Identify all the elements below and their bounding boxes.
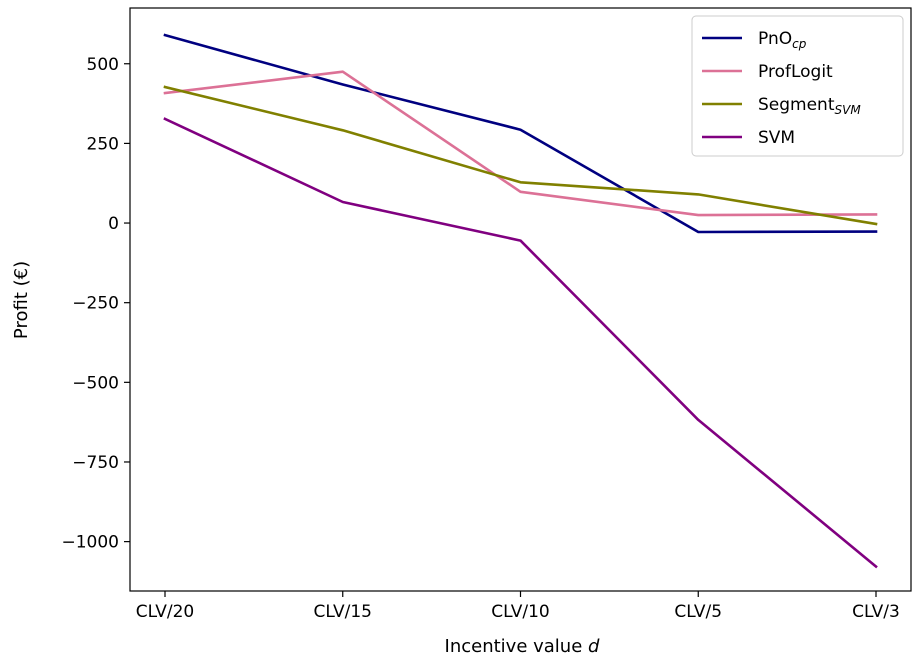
legend-label: PnOcp [758,29,807,51]
x-axis-ticks: CLV/20 CLV/15 CLV/10 CLV/5 CLV/3 [136,591,900,622]
y-tick-label: −750 [72,453,119,473]
y-tick-label: 250 [87,134,119,154]
x-tick-label: CLV/20 [136,602,194,622]
legend-box [691,15,904,157]
series-line-proflogit [163,70,878,217]
plot-lines [163,33,878,569]
y-axis-label: Profit (€) [11,261,32,339]
y-tick-label: −1000 [61,533,119,553]
legend-label: SegmentSVM [758,95,861,117]
legend: PnOcp ProfLogit SegmentSVM SVM [691,15,904,157]
legend-label: SVM [758,128,795,148]
series-line-pno-cp [163,33,878,234]
x-axis-label: Incentive value d [445,636,601,657]
y-tick-label: 0 [108,214,119,234]
y-tick-label: −500 [72,373,119,393]
x-tick-label: CLV/5 [674,602,722,622]
series-line-segment-svm [163,85,878,226]
legend-label: ProfLogit [758,62,833,82]
x-tick-label: CLV/10 [491,602,549,622]
y-tick-label: −250 [72,294,119,314]
y-tick-label: 500 [87,55,119,75]
x-tick-label: CLV/15 [314,602,372,622]
y-axis-ticks: 500 250 0 −250 −500 −750 −1000 [61,55,130,553]
x-tick-label: CLV/3 [852,602,900,622]
series-line-svm [163,117,878,569]
